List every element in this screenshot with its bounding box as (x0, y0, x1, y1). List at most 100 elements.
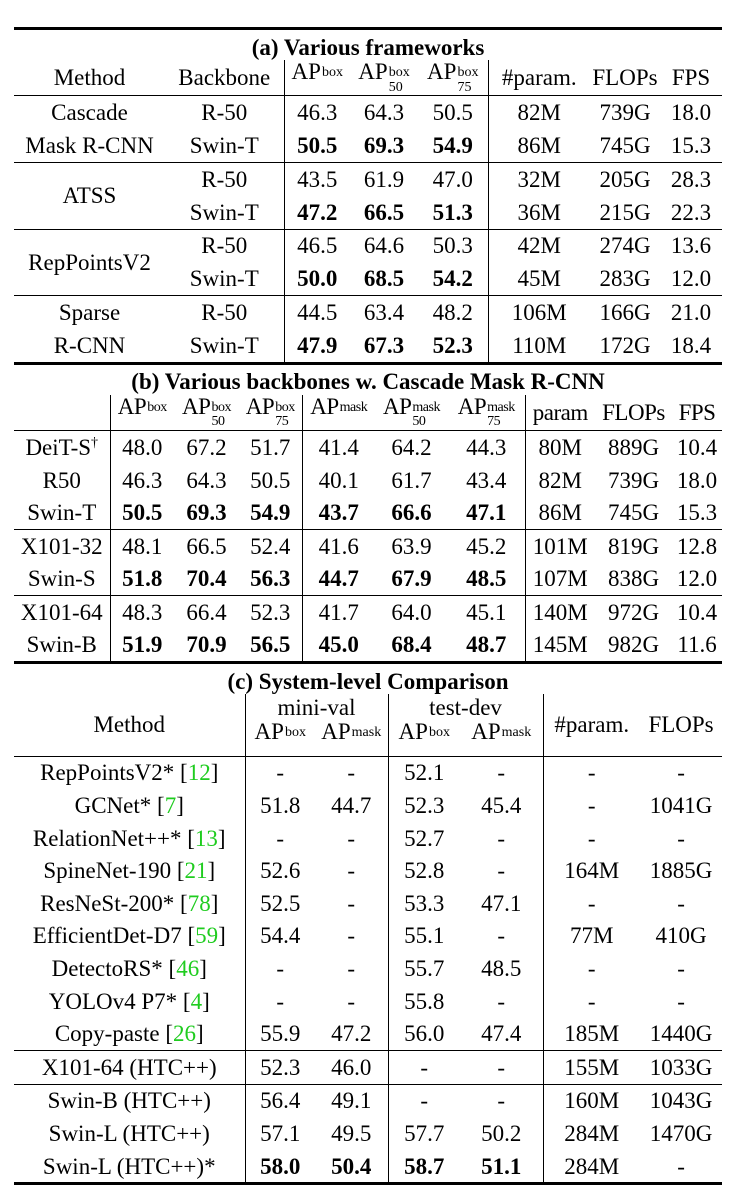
value: 972G (607, 599, 660, 625)
value-cell: 52.5 (244, 887, 315, 920)
value: 52.1 (404, 760, 445, 786)
citation-link[interactable]: 12 (187, 760, 211, 786)
value-cell: 18.0 (672, 464, 722, 497)
value-cell: 205G (590, 162, 660, 196)
value: - (587, 988, 596, 1014)
citation-link[interactable]: 78 (187, 890, 211, 916)
value: 164M (564, 858, 620, 884)
value: 51.8 (260, 793, 301, 819)
value: 739G (599, 100, 651, 126)
method-line: ATSS (62, 183, 117, 209)
value: 46.3 (297, 100, 338, 126)
table-row: RepPointsV2 R-50 46.5 64.6 50.3 42M 274G 13.6 (14, 228, 723, 296)
table-row: Swin-S 51.8 70.4 56.3 44.7 67.9 48.5 107M 838G 12… (14, 562, 722, 596)
backbone-name: Swin-T (27, 500, 97, 526)
value-cell: 284M (542, 1117, 640, 1150)
value-cell: - (460, 822, 543, 855)
citation-link[interactable]: 59 (195, 923, 219, 949)
value-cell: - (542, 756, 640, 790)
value-cell: 67.2 (174, 431, 239, 464)
value-cell: 45M (487, 262, 590, 296)
value-cell: 12.0 (660, 262, 722, 295)
value: 77M (570, 923, 614, 949)
bracket-open: [ (162, 956, 177, 982)
value-cell: 66.5 (174, 528, 239, 563)
citation-link[interactable]: 46 (176, 956, 200, 982)
value-cell: 1440G (640, 1017, 722, 1050)
title-row: (a) Various frameworks (14, 30, 722, 60)
method-group: Swin-B (HTC++) 56.4 49.1 - - 160M 1043G Swin-L … (14, 1083, 723, 1183)
value: 1470G (649, 1120, 713, 1146)
method-cell: Copy-paste [26] (14, 1017, 245, 1050)
value: 56.4 (260, 1088, 301, 1114)
value-cell: 18.4 (660, 329, 722, 362)
value-cell: 56.0 (387, 1017, 460, 1051)
method-cell: DetectoRS* [46] (14, 952, 245, 985)
value: - (677, 825, 685, 851)
value-cell: 44.7 (301, 562, 375, 596)
value: - (677, 956, 685, 982)
backbone-cell: R-50 (165, 294, 284, 329)
value: - (347, 825, 356, 851)
value: 12.0 (670, 265, 712, 291)
citation-link[interactable]: 26 (173, 1021, 196, 1047)
value-cell: 51.7 (239, 431, 302, 464)
citation-link[interactable]: 13 (194, 825, 218, 851)
header-scripts: box0 (429, 726, 450, 755)
backbone-group: DeiT-S† 48.0 67.2 51.7 41.4 64.2 44.3 80M 889G 10… (14, 430, 722, 530)
value: 18.4 (670, 332, 712, 358)
value-cell: 46.5 (283, 228, 350, 263)
column-header (14, 394, 110, 432)
column-header-param: #param. (542, 694, 640, 757)
value: 52.3 (432, 332, 473, 358)
citation-link[interactable]: 21 (184, 858, 208, 884)
column-header-testdev: test-dev (387, 694, 543, 721)
value-cell: 739G (595, 464, 672, 497)
value: 69.3 (363, 133, 405, 159)
column-header: APmask0 (460, 720, 543, 757)
table-row: DeiT-S† 48.0 67.2 51.7 41.4 64.2 44.3 80M 889G 10… (14, 430, 722, 464)
value-cell: - (542, 887, 640, 920)
method-cell: Swin-B (HTC++) (14, 1083, 245, 1118)
header-sup: box (147, 399, 167, 415)
value: 55.8 (404, 988, 445, 1014)
value: 70.9 (186, 632, 227, 658)
value: 47.1 (481, 890, 522, 916)
value: 36M (517, 199, 561, 225)
column-header: AP mask 50 (375, 394, 448, 432)
value: 54.9 (250, 500, 291, 526)
backbone-cell: Swin-B (14, 629, 110, 662)
backbone-name: Swin-S (27, 566, 96, 592)
table-row: Sparse R-CNN R-50 44.5 63.4 48.2 106M 166G 21.0 (14, 294, 723, 362)
value-cell: 410G (640, 920, 722, 953)
value-cell: - (315, 822, 388, 855)
backbone-name: R50 (42, 467, 81, 493)
value: 86M (538, 500, 582, 526)
method-cell: RepPointsV2 (14, 228, 165, 296)
value: 41.4 (318, 434, 359, 460)
value: 12.8 (676, 533, 718, 559)
value-cell: 63.4 (350, 294, 418, 329)
value: 48.1 (122, 533, 163, 559)
backbone-cell: X101-32 (14, 528, 110, 563)
value: 46.5 (297, 233, 338, 259)
method-line: RepPointsV2 (28, 249, 151, 275)
value-cell: 66.5 (350, 196, 418, 229)
value: 69.3 (186, 500, 227, 526)
value-cell: 51.9 (109, 628, 174, 662)
value: 284M (564, 1153, 620, 1179)
value-cell: 101M (524, 528, 595, 563)
value: - (677, 760, 685, 786)
value: 61.7 (391, 467, 432, 493)
value-cell: 166G (590, 294, 660, 329)
value-cell: 48.7 (448, 629, 525, 662)
value: 48.7 (466, 632, 507, 658)
header-sub: 50 (388, 79, 403, 95)
value-cell: 56.4 (244, 1083, 315, 1118)
value-cell: 972G (595, 595, 672, 629)
value-cell: 11.6 (672, 629, 722, 662)
citation-link[interactable]: 7 (164, 793, 177, 819)
citation-link[interactable]: 4 (190, 988, 203, 1014)
value-cell: - (542, 984, 640, 1018)
value: - (497, 760, 506, 786)
